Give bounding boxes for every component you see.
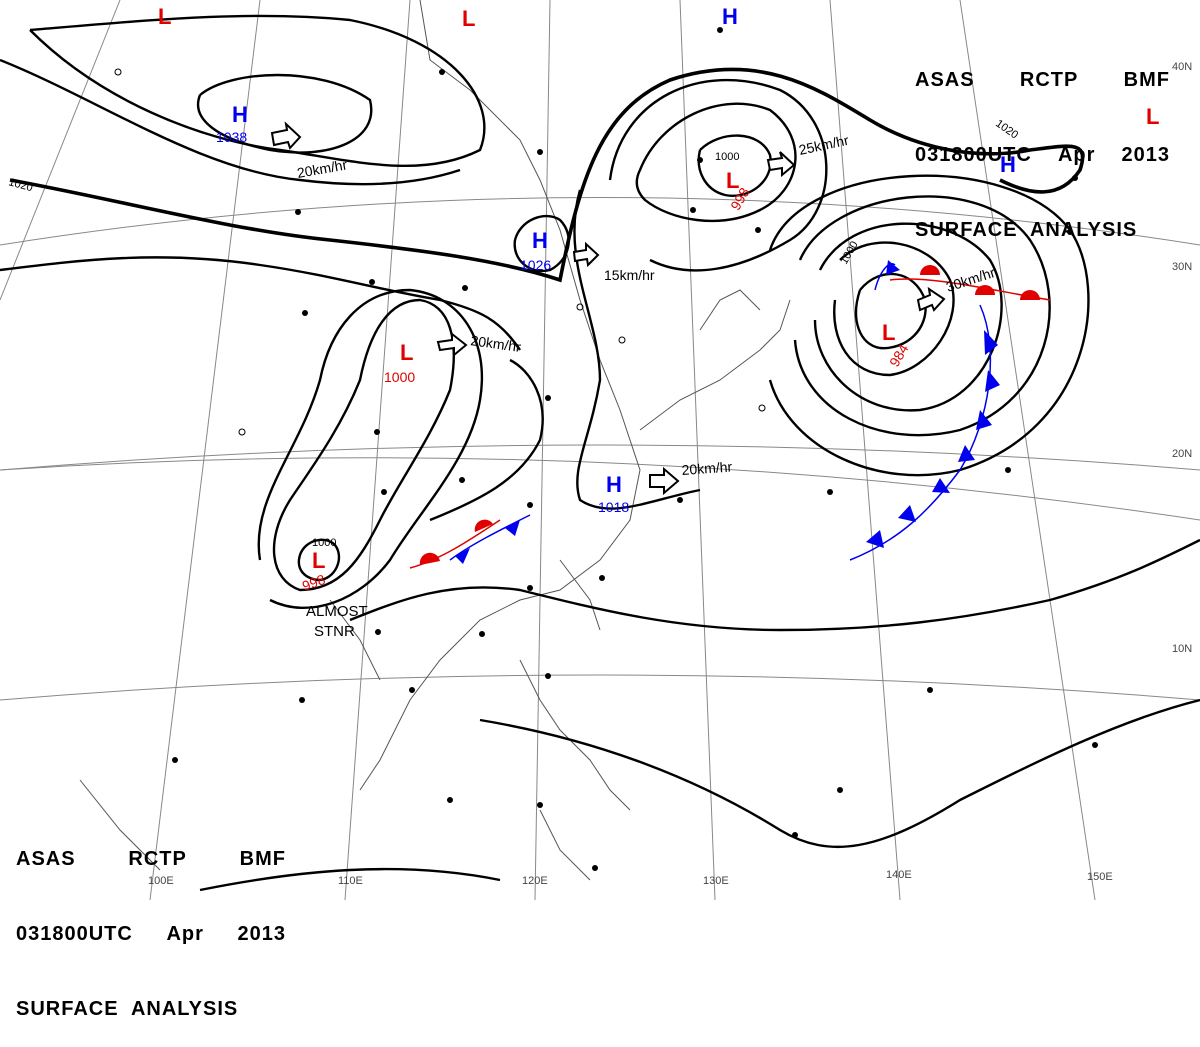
header-month: Apr xyxy=(166,923,204,945)
annotation-line: ALMOST xyxy=(306,603,368,620)
header-agency: BMF xyxy=(239,848,286,870)
header-source: ASAS xyxy=(915,69,975,91)
latitude-label: 40N xyxy=(1172,61,1192,73)
header-month: Apr xyxy=(1057,144,1096,166)
header-time: 031800UTC xyxy=(16,923,133,945)
header-agency: BMF xyxy=(1123,69,1170,91)
header-year: 2013 xyxy=(1121,144,1170,166)
warm-front-south xyxy=(409,519,501,569)
longitude-label: 120E xyxy=(522,875,548,887)
coastlines xyxy=(79,0,791,881)
latitude-label: 30N xyxy=(1172,261,1192,273)
motion-arrows xyxy=(270,121,946,496)
latitude-label: 10N xyxy=(1172,643,1192,655)
longitude-label: 140E xyxy=(886,869,912,881)
low-center-nw: L xyxy=(158,4,171,29)
low-center-984: L xyxy=(882,320,895,345)
low-center-998-north: L xyxy=(726,168,739,193)
isobar-label: 1020 xyxy=(7,176,34,194)
header-time: 031800UTC xyxy=(915,144,1032,166)
longitude-label: 130E xyxy=(703,875,729,887)
low-pressure-value: 998 xyxy=(300,571,328,594)
stationary-annotation: ALMOST STNR xyxy=(306,603,368,640)
cold-front-east xyxy=(849,304,1000,561)
pressure-centers: H 1038 H 1026 H 1018 H H L 998 L 984 L 1… xyxy=(158,4,1159,594)
low-center-998-south: L xyxy=(312,548,325,573)
low-center-n: L xyxy=(462,6,475,31)
longitude-label: 110E xyxy=(338,875,363,887)
high-center-1026: H xyxy=(532,228,548,253)
low-pressure-value: 1000 xyxy=(384,369,415,385)
annotation-line: STNR xyxy=(314,623,355,640)
motion-label: 15km/hr xyxy=(604,267,655,283)
weather-map: H 1038 H 1026 H 1018 H H L 998 L 984 L 1… xyxy=(0,0,1200,900)
high-pressure-value: 1038 xyxy=(216,129,247,145)
header-title: SURFACE ANALYSIS xyxy=(16,998,239,1020)
low-center-1000: L xyxy=(400,340,413,365)
front-segment xyxy=(874,260,900,291)
motion-label: 20km/hr xyxy=(681,458,733,478)
high-center-north: H xyxy=(722,4,738,29)
cold-front-south xyxy=(449,514,531,564)
isobar-label: 1000 xyxy=(715,151,739,163)
longitude-label: 100E xyxy=(148,875,174,887)
station-plots xyxy=(114,27,1098,871)
grid-labels: 100E 110E 120E 130E 140E 150E 40N 30N 20… xyxy=(148,61,1192,887)
header-station: RCTP xyxy=(1019,69,1079,91)
motion-label: 20km/hr xyxy=(296,156,349,181)
header-year: 2013 xyxy=(237,923,286,945)
high-center-east: H xyxy=(1000,152,1016,177)
low-pressure-value: 984 xyxy=(886,341,912,369)
longitude-label: 150E xyxy=(1087,871,1113,883)
header-source: ASAS xyxy=(16,848,76,870)
warm-front-east xyxy=(889,265,1051,301)
isobars xyxy=(0,14,1200,892)
chart-header-bottom: ASAS RCTP BMF 031800UTC Apr 2013 SURFACE… xyxy=(16,797,286,1047)
high-center-1038: H xyxy=(232,102,248,127)
header-station: RCTP xyxy=(128,848,187,870)
high-center-1018: H xyxy=(606,472,622,497)
graticule xyxy=(0,0,1200,900)
isobar-label: 1000 xyxy=(312,537,336,549)
chart-header-top: ASAS RCTP BMF 031800UTC Apr 2013 SURFACE… xyxy=(915,18,1170,268)
header-title: SURFACE ANALYSIS xyxy=(915,219,1138,241)
high-pressure-value: 1018 xyxy=(598,499,629,515)
high-pressure-value: 1026 xyxy=(520,257,551,273)
latitude-label: 20N xyxy=(1172,448,1192,460)
motion-label: 20km/hr xyxy=(470,332,523,355)
low-center-ne: L xyxy=(1146,104,1159,129)
